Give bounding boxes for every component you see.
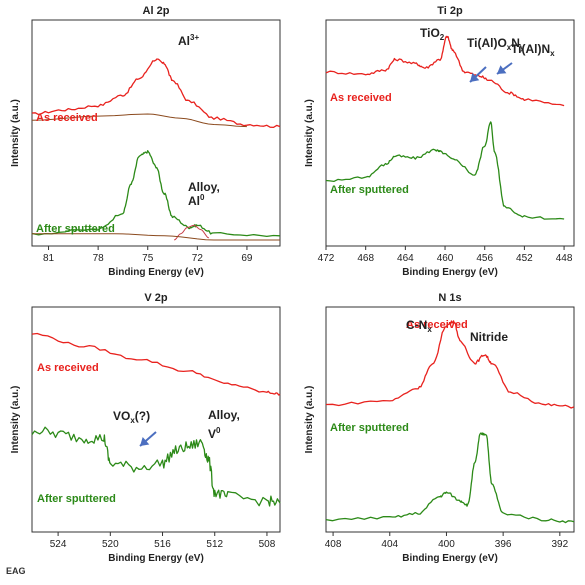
x-tick-label: 448 <box>556 253 573 264</box>
series-as-received <box>31 58 281 129</box>
panel-title: V 2p <box>144 292 168 304</box>
panel-v-2p: V 2p Binding Energy (eV) Intensity (a.u.) 5… <box>10 292 281 564</box>
x-tick-label: 78 <box>93 253 105 264</box>
x-tick-label: 464 <box>397 253 414 264</box>
x-axis-label: Binding Energy (eV) <box>402 553 498 564</box>
x-tick-label: 69 <box>241 253 253 264</box>
x-tick-label: 472 <box>318 253 335 264</box>
series-after-sputtered <box>31 150 281 238</box>
x-tick-label: 408 <box>325 539 342 550</box>
x-tick-label: 524 <box>50 539 67 550</box>
annotation-label: TiO2 <box>420 26 445 42</box>
series-after-sputtered <box>325 121 565 220</box>
panel-ti-2p: Ti 2p Binding Energy (eV) Intensity (a.u.)… <box>304 5 575 278</box>
annotation-label: Al3+ <box>178 33 199 48</box>
series-as-received <box>31 332 281 396</box>
x-tick-label: 452 <box>516 253 533 264</box>
annotation-label: V0 <box>208 426 221 441</box>
annotation-label: After sputtered <box>37 493 116 505</box>
series-after-sputtered <box>325 432 575 524</box>
series-after-sputtered-background <box>32 233 280 241</box>
y-axis-label: Intensity (a.u.) <box>304 99 315 167</box>
annotation-label: Alloy, <box>208 408 240 422</box>
annotation-label: Al0 <box>188 193 205 208</box>
annotation-label: As received <box>37 362 99 374</box>
x-tick-label: 468 <box>357 253 374 264</box>
plot-frame <box>325 306 575 533</box>
arrow-head <box>140 437 150 446</box>
x-axis-label: Binding Energy (eV) <box>402 267 498 278</box>
x-tick-label: 520 <box>102 539 119 550</box>
plot-frame <box>31 19 281 247</box>
footer-label: EAG <box>6 566 26 576</box>
series-as-received <box>325 320 575 409</box>
annotation-label: Nitride <box>470 330 508 344</box>
x-tick-label: 72 <box>192 253 204 264</box>
arrow-head <box>497 65 507 74</box>
annotation-label: Ti(Al)OxNy <box>467 36 525 52</box>
x-tick-label: 75 <box>142 253 154 264</box>
annotation-label: Ti(Al)Nx <box>511 42 555 58</box>
x-tick-label: 460 <box>437 253 454 264</box>
annotation-label: After sputtered <box>330 422 409 434</box>
x-axis-label: Binding Energy (eV) <box>108 267 204 278</box>
annotation-label: VOx(?) <box>113 409 150 425</box>
x-tick-label: 396 <box>495 539 512 550</box>
annotation-label: As received <box>406 319 468 331</box>
series-alloy-component <box>173 224 210 241</box>
panel-title: Al 2p <box>143 5 170 17</box>
series-as-received-background <box>31 113 247 128</box>
x-tick-label: 516 <box>154 539 171 550</box>
y-axis-label: Intensity (a.u.) <box>10 386 21 454</box>
x-tick-label: 508 <box>259 539 276 550</box>
arrow-head <box>470 72 480 82</box>
series-after-sputtered <box>31 426 281 507</box>
panel-title: Ti 2p <box>437 5 463 17</box>
panel-al-2p: Al 2p Binding Energy (eV) Intensity (a.u.)… <box>10 5 281 278</box>
x-tick-label: 392 <box>551 539 568 550</box>
plot-frame <box>31 306 281 533</box>
x-tick-label: 81 <box>43 253 55 264</box>
x-tick-label: 512 <box>206 539 223 550</box>
annotation-label: As received <box>36 112 98 124</box>
x-tick-label: 404 <box>381 539 398 550</box>
annotation-label: C-Nx <box>406 318 432 334</box>
annotation-label: After sputtered <box>330 184 409 196</box>
y-axis-label: Intensity (a.u.) <box>10 99 21 167</box>
x-tick-label: 456 <box>476 253 493 264</box>
panel-title: N 1s <box>438 292 461 304</box>
annotation-label: Alloy, <box>188 180 220 194</box>
panel-n-1s: N 1s Binding Energy (eV) Intensity (a.u.) 4… <box>304 292 575 564</box>
x-axis-label: Binding Energy (eV) <box>108 553 204 564</box>
series-as-received <box>325 35 565 107</box>
annotation-label: After sputtered <box>36 223 115 235</box>
plot-frame <box>325 19 575 247</box>
y-axis-label: Intensity (a.u.) <box>304 386 315 454</box>
annotation-label: As received <box>330 92 392 104</box>
x-tick-label: 400 <box>438 539 455 550</box>
